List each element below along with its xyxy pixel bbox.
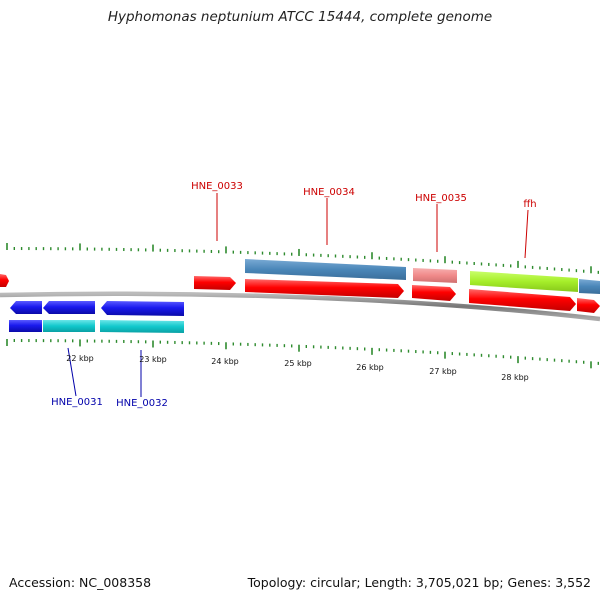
gene-ffh[interactable] bbox=[469, 289, 576, 311]
scale-label-26: 26 kbp bbox=[356, 363, 384, 372]
gene-HNE_0031[interactable] bbox=[43, 301, 95, 314]
genome-backbone bbox=[0, 291, 600, 322]
tick-marks-bottom bbox=[6, 339, 599, 369]
reverse-label-leaders bbox=[67, 347, 142, 397]
gene-HNE_0033[interactable] bbox=[194, 276, 236, 290]
scale-label-23: 23 kbp bbox=[139, 355, 167, 364]
cds-steelblue-0034[interactable] bbox=[245, 259, 406, 280]
gene-label-HNE_0033[interactable]: HNE_0033 bbox=[191, 181, 243, 192]
gene-HNE_0032[interactable] bbox=[101, 301, 184, 316]
gene-HNE_0034[interactable] bbox=[245, 279, 404, 298]
accession-text: Accession: NC_008358 bbox=[9, 575, 152, 590]
cds-salmon-0035[interactable] bbox=[413, 268, 457, 283]
scale-label-25: 25 kbp bbox=[284, 359, 312, 368]
scale-label-22: 22 kbp bbox=[66, 354, 94, 363]
gene-forward-left-edge[interactable] bbox=[0, 274, 9, 287]
gene-forward-right-edge[interactable] bbox=[577, 298, 600, 313]
gene-HNE_0035[interactable] bbox=[412, 285, 456, 301]
gene-label-HNE_0032[interactable]: HNE_0032 bbox=[116, 398, 168, 409]
gene-label-ffh[interactable]: ffh bbox=[523, 199, 536, 210]
cds-lime-ffh[interactable] bbox=[470, 271, 578, 292]
map-title: Hyphomonas neptunium ATCC 15444, complet… bbox=[107, 9, 493, 25]
scale-label-27: 27 kbp bbox=[429, 367, 457, 376]
gene-label-HNE_0035[interactable]: HNE_0035 bbox=[415, 193, 467, 204]
cds-cyan-0032[interactable] bbox=[100, 320, 184, 333]
tick-marks-top bbox=[6, 243, 599, 274]
scale-label-24: 24 kbp bbox=[211, 357, 239, 366]
scale-label-28: 28 kbp bbox=[501, 373, 529, 382]
forward-label-leaders bbox=[216, 193, 529, 259]
gene-reverse-a[interactable] bbox=[10, 301, 42, 314]
cds-cyan-0031[interactable] bbox=[43, 320, 95, 332]
genome-summary-text: Topology: circular; Length: 3,705,021 bp… bbox=[247, 575, 591, 590]
gene-label-HNE_0031[interactable]: HNE_0031 bbox=[51, 397, 103, 408]
cds-steelblue-right[interactable] bbox=[579, 279, 600, 294]
cds-reverse-blue[interactable] bbox=[9, 320, 42, 332]
gene-label-HNE_0034[interactable]: HNE_0034 bbox=[303, 187, 355, 198]
